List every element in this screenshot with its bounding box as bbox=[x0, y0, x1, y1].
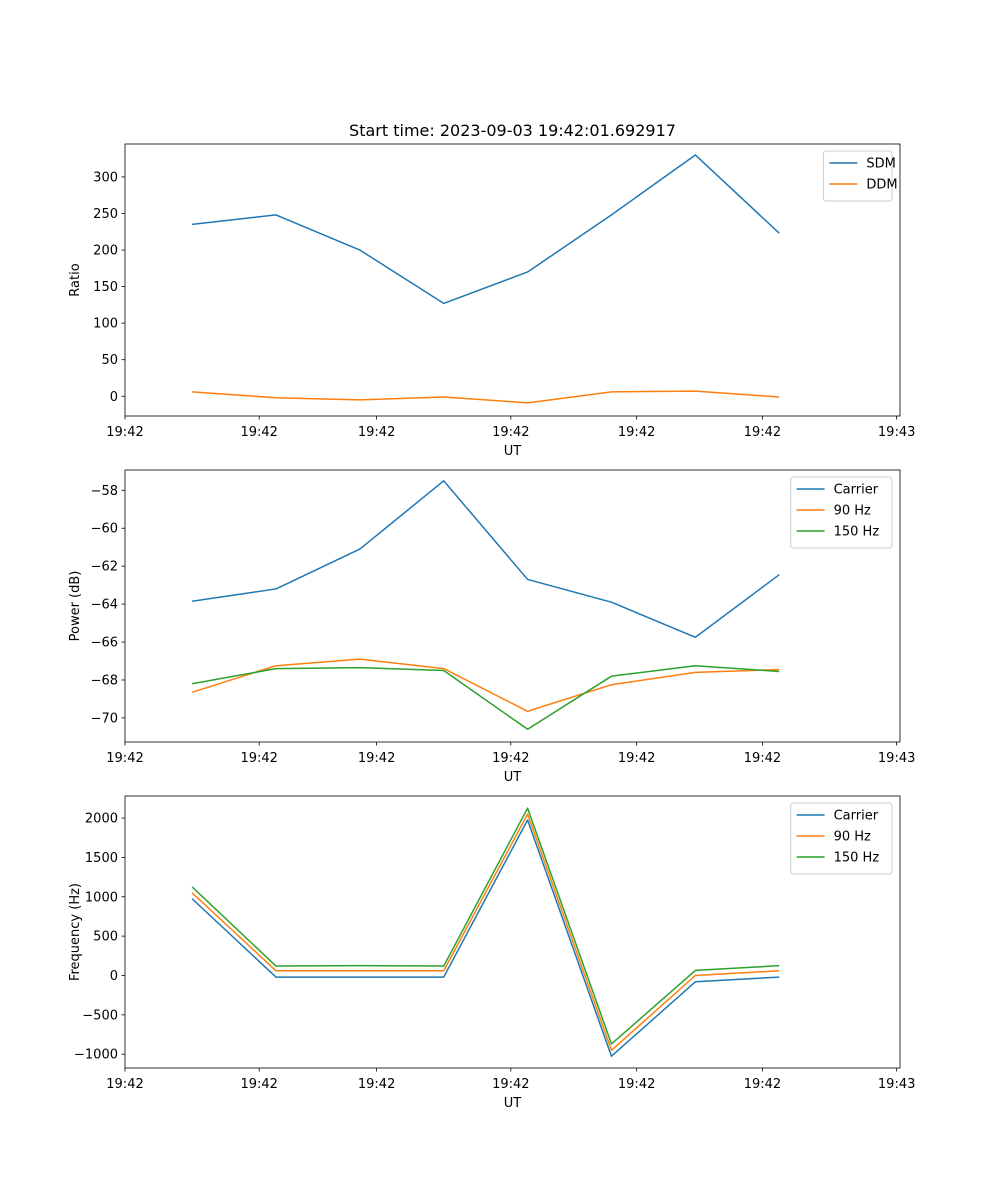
series-line-sdm bbox=[192, 154, 780, 305]
x-axis-label: UT bbox=[504, 770, 522, 785]
chart-panel-2: −70 −68 −66 −64 −62 −60 −58 19:42 19:42 19:42 19:4… bbox=[68, 469, 915, 785]
x-tick-label: 19:42 bbox=[744, 751, 781, 766]
x-tick-label: 19:42 bbox=[744, 425, 781, 440]
y-tick-label: 150 bbox=[93, 280, 118, 295]
y-tick-label: 200 bbox=[93, 244, 118, 259]
x-axis-label: UT bbox=[504, 1096, 522, 1111]
y-tick-label: −68 bbox=[91, 673, 118, 688]
x-tick-label: 19:42 bbox=[358, 751, 395, 766]
y-tick-label: −66 bbox=[91, 636, 118, 651]
y-tick-label: −500 bbox=[82, 1008, 118, 1023]
y-tick-label: −60 bbox=[91, 522, 118, 537]
x-tick-label: 19:43 bbox=[878, 425, 915, 440]
y-tick-label: 300 bbox=[93, 170, 118, 185]
legend: SDM DDM bbox=[822, 150, 898, 202]
y-tick-label: −70 bbox=[91, 711, 118, 726]
chart-title: Start time: 2023-09-03 19:42:01.692917 bbox=[349, 121, 676, 140]
y-tick-label: 250 bbox=[93, 207, 118, 222]
legend-label: 150 Hz bbox=[834, 525, 880, 540]
y-tick-label: 100 bbox=[93, 317, 118, 332]
legend-label: 150 Hz bbox=[834, 851, 880, 866]
y-tick-label: 0 bbox=[110, 390, 118, 405]
x-tick-label: 19:42 bbox=[106, 1077, 143, 1092]
axes-frame bbox=[124, 469, 901, 743]
y-tick-label: 2000 bbox=[85, 812, 118, 827]
y-tick-label: −1000 bbox=[74, 1048, 118, 1063]
x-tick-label: 19:42 bbox=[492, 1077, 529, 1092]
x-tick-label: 19:42 bbox=[618, 751, 655, 766]
chart-panel-1: 0 50 100 150 200 250 300 19:42 19:42 19:42 19:42 19… bbox=[68, 121, 915, 459]
x-tick-label: 19:42 bbox=[618, 1077, 655, 1092]
legend: Carrier 90 Hz 150 Hz bbox=[790, 802, 893, 875]
y-tick-label: 500 bbox=[93, 930, 118, 945]
x-tick-label: 19:42 bbox=[744, 1077, 781, 1092]
chart-panel-3: −1000 −500 0 500 1000 1500 2000 19:42 19:42 19:42… bbox=[68, 795, 915, 1111]
y-tick-label: −58 bbox=[91, 484, 118, 499]
y-tick-label: 0 bbox=[110, 969, 118, 984]
x-tick-label: 19:42 bbox=[358, 425, 395, 440]
y-axis-label: Power (dB) bbox=[68, 571, 83, 642]
series-line-carrier bbox=[191, 480, 780, 639]
series-line-ddm bbox=[192, 390, 780, 404]
axes-frame bbox=[124, 795, 901, 1069]
axes-frame bbox=[124, 143, 901, 417]
legend: Carrier 90 Hz 150 Hz bbox=[790, 476, 893, 549]
series-line-90-hz bbox=[191, 813, 780, 1052]
series-line-150-hz bbox=[191, 807, 780, 1045]
y-axis-label: Frequency (Hz) bbox=[68, 883, 83, 981]
y-axis-label: Ratio bbox=[68, 263, 83, 296]
legend-label: 90 Hz bbox=[834, 830, 871, 845]
x-tick-label: 19:43 bbox=[878, 751, 915, 766]
y-tick-label: −62 bbox=[91, 560, 118, 575]
x-tick-label: 19:42 bbox=[492, 751, 529, 766]
y-tick-label: 1500 bbox=[85, 851, 118, 866]
series-line-150-hz bbox=[191, 665, 780, 731]
x-tick-label: 19:42 bbox=[106, 751, 143, 766]
x-tick-label: 19:42 bbox=[492, 425, 529, 440]
legend-label: Carrier bbox=[834, 483, 879, 498]
x-axis-label: UT bbox=[504, 444, 522, 459]
x-tick-label: 19:42 bbox=[240, 425, 277, 440]
series-line-carrier bbox=[191, 819, 780, 1057]
x-tick-label: 19:43 bbox=[878, 1077, 915, 1092]
series-line-90-hz bbox=[191, 658, 780, 713]
x-tick-label: 19:42 bbox=[106, 425, 143, 440]
x-tick-label: 19:42 bbox=[240, 1077, 277, 1092]
x-tick-label: 19:42 bbox=[358, 1077, 395, 1092]
y-tick-label: −64 bbox=[91, 598, 118, 613]
legend-label: SDM bbox=[866, 157, 895, 172]
legend-label: Carrier bbox=[834, 809, 879, 824]
x-tick-label: 19:42 bbox=[240, 751, 277, 766]
legend-label: 90 Hz bbox=[834, 504, 871, 519]
x-tick-label: 19:42 bbox=[618, 425, 655, 440]
y-tick-label: 50 bbox=[101, 353, 118, 368]
legend-label: DDM bbox=[866, 178, 897, 193]
y-tick-label: 1000 bbox=[85, 890, 118, 905]
